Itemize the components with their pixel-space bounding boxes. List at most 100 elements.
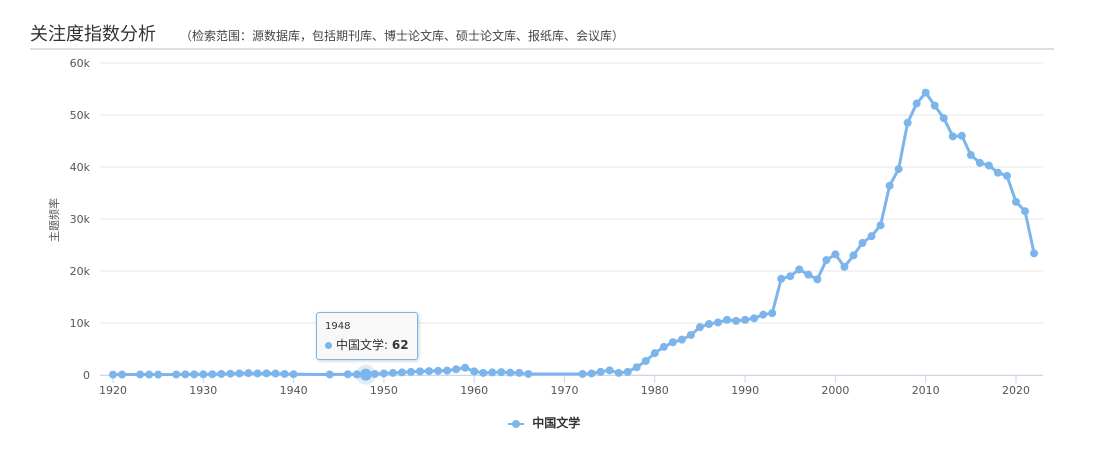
data-point[interactable]: [894, 165, 903, 174]
data-point[interactable]: [948, 132, 957, 141]
data-point[interactable]: [253, 369, 262, 378]
data-point[interactable]: [578, 369, 587, 378]
data-point[interactable]: [714, 318, 723, 327]
data-point[interactable]: [1002, 171, 1011, 180]
data-point[interactable]: [840, 262, 849, 271]
data-point[interactable]: [406, 367, 415, 376]
data-point[interactable]: [804, 270, 813, 279]
data-point[interactable]: [876, 221, 885, 230]
data-point[interactable]: [370, 369, 379, 378]
data-point[interactable]: [136, 370, 145, 379]
data-point[interactable]: [154, 370, 163, 379]
data-point[interactable]: [1012, 197, 1020, 206]
data-point[interactable]: [217, 369, 226, 378]
data-point[interactable]: [587, 369, 596, 378]
data-point[interactable]: [461, 363, 470, 372]
data-point[interactable]: [822, 256, 831, 265]
legend-label: 中国文学: [532, 416, 581, 430]
data-point[interactable]: [397, 368, 406, 377]
x-tick-label: 1990: [731, 384, 759, 397]
data-point[interactable]: [497, 368, 506, 377]
data-point[interactable]: [452, 365, 461, 374]
data-point[interactable]: [488, 368, 497, 377]
x-tick-label: 1980: [641, 384, 669, 397]
data-point[interactable]: [867, 232, 876, 241]
data-point[interactable]: [957, 131, 966, 140]
data-point[interactable]: [443, 366, 452, 375]
data-point[interactable]: [677, 335, 686, 344]
data-point[interactable]: [388, 368, 397, 377]
data-point[interactable]: [145, 370, 154, 379]
data-point[interactable]: [416, 367, 425, 376]
legend-item[interactable]: 中国文学: [508, 414, 580, 431]
data-point[interactable]: [795, 265, 804, 274]
data-point[interactable]: [172, 370, 181, 379]
data-point[interactable]: [921, 88, 930, 97]
data-point[interactable]: [659, 342, 668, 351]
data-point[interactable]: [506, 368, 515, 377]
data-point[interactable]: [352, 370, 361, 379]
data-point[interactable]: [226, 369, 235, 378]
data-point[interactable]: [434, 366, 443, 375]
data-point[interactable]: [271, 369, 280, 378]
data-point[interactable]: [632, 363, 641, 372]
data-point[interactable]: [614, 368, 623, 377]
data-point[interactable]: [262, 369, 271, 378]
search-scope-note: （检索范围：源数据库，包括期刊库、博士论文库、硕士论文库、报纸库、会议库）: [180, 29, 625, 43]
data-point[interactable]: [425, 367, 434, 376]
data-point[interactable]: [777, 274, 786, 283]
data-point[interactable]: [930, 101, 939, 110]
data-point[interactable]: [623, 367, 632, 376]
data-point[interactable]: [759, 310, 768, 319]
data-point[interactable]: [695, 323, 704, 332]
data-point[interactable]: [235, 369, 244, 378]
data-point[interactable]: [768, 309, 777, 318]
data-point[interactable]: [641, 356, 650, 365]
data-point[interactable]: [596, 367, 605, 376]
data-point[interactable]: [1021, 207, 1030, 216]
data-point[interactable]: [190, 370, 199, 379]
data-point[interactable]: [903, 118, 912, 127]
data-point[interactable]: [479, 368, 488, 377]
data-point[interactable]: [966, 151, 975, 160]
data-point[interactable]: [786, 272, 795, 281]
data-point[interactable]: [912, 99, 921, 108]
data-point[interactable]: [325, 370, 334, 379]
data-point[interactable]: [975, 158, 984, 167]
data-point[interactable]: [343, 370, 352, 379]
y-axis-label: 主题频率: [47, 198, 61, 242]
data-point[interactable]: [118, 370, 127, 379]
tooltip-label: 中国文学:: [336, 338, 392, 352]
data-point[interactable]: [813, 275, 822, 284]
data-point[interactable]: [359, 368, 372, 381]
data-point[interactable]: [939, 114, 948, 123]
data-point[interactable]: [686, 330, 695, 339]
data-point[interactable]: [858, 238, 867, 247]
data-point[interactable]: [244, 369, 253, 378]
data-point[interactable]: [650, 349, 659, 358]
data-point[interactable]: [1030, 249, 1039, 258]
data-point[interactable]: [885, 181, 894, 190]
data-point[interactable]: [470, 367, 479, 376]
data-point[interactable]: [723, 315, 732, 324]
data-point[interactable]: [515, 368, 524, 377]
data-point[interactable]: [605, 366, 614, 375]
data-point[interactable]: [704, 320, 713, 329]
data-point[interactable]: [280, 369, 289, 378]
data-point[interactable]: [750, 314, 759, 323]
data-point[interactable]: [732, 316, 741, 325]
data-point[interactable]: [741, 315, 750, 324]
data-point[interactable]: [109, 370, 117, 379]
data-point[interactable]: [993, 168, 1002, 177]
data-point[interactable]: [181, 370, 190, 379]
data-point[interactable]: [668, 338, 677, 347]
data-point[interactable]: [199, 370, 208, 379]
data-point[interactable]: [208, 370, 217, 379]
data-point[interactable]: [379, 369, 388, 378]
data-point[interactable]: [831, 250, 840, 259]
data-point[interactable]: [289, 370, 298, 379]
data-point[interactable]: [984, 161, 993, 170]
data-point[interactable]: [524, 369, 533, 378]
data-point[interactable]: [849, 251, 858, 260]
x-tick-label: 1920: [99, 384, 127, 397]
